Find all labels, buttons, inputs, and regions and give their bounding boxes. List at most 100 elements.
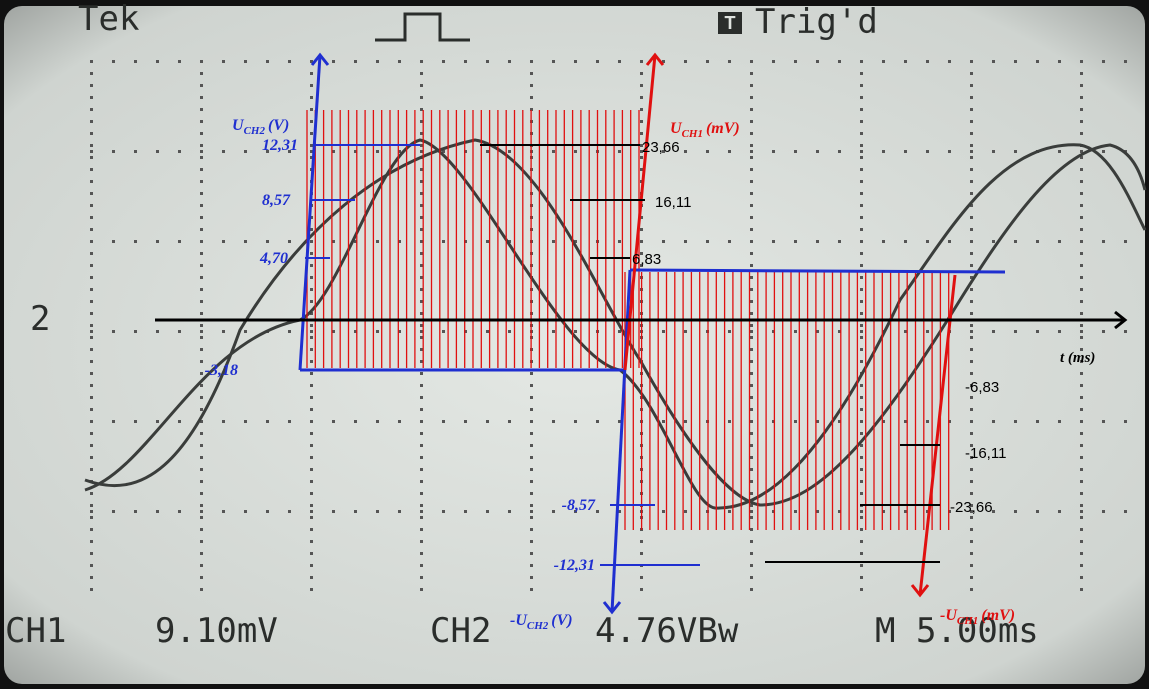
grid-dot bbox=[310, 384, 313, 387]
grid-dot bbox=[530, 510, 533, 513]
grid-dot bbox=[1080, 492, 1083, 495]
grid-dot bbox=[90, 132, 93, 135]
grid-dot bbox=[618, 420, 621, 423]
grid-dot bbox=[552, 330, 555, 333]
grid-dot bbox=[310, 276, 313, 279]
grid-dot bbox=[310, 576, 313, 579]
grid-dot bbox=[926, 330, 929, 333]
grid-dot bbox=[1102, 240, 1105, 243]
grid-dot bbox=[1080, 84, 1083, 87]
grid-dot bbox=[420, 516, 423, 519]
grid-dot bbox=[354, 330, 357, 333]
grid-dot bbox=[1080, 408, 1083, 411]
grid-dot bbox=[90, 444, 93, 447]
grid-dot bbox=[310, 312, 313, 315]
ch1-level-label: 23,66 bbox=[642, 139, 680, 156]
grid-dot bbox=[90, 192, 93, 195]
ch2-scale: 4.76VBw bbox=[595, 611, 739, 651]
grid-dot bbox=[750, 372, 753, 375]
grid-dot bbox=[618, 150, 621, 153]
grid-dot bbox=[860, 330, 863, 333]
grid-dot bbox=[970, 432, 973, 435]
grid-dot bbox=[552, 150, 555, 153]
grid-dot bbox=[750, 444, 753, 447]
grid-dot bbox=[860, 132, 863, 135]
grid-dot bbox=[354, 150, 357, 153]
grid-dot bbox=[508, 150, 511, 153]
grid-dot bbox=[618, 60, 621, 63]
grid-dot bbox=[574, 60, 577, 63]
grid-dot bbox=[574, 330, 577, 333]
grid-dot bbox=[970, 384, 973, 387]
grid-dot bbox=[970, 444, 973, 447]
grid-dot bbox=[904, 420, 907, 423]
grid-dot bbox=[420, 240, 423, 243]
grid-dot bbox=[178, 60, 181, 63]
grid-dot bbox=[640, 240, 643, 243]
grid-dot bbox=[420, 588, 423, 591]
grid-dot bbox=[508, 240, 511, 243]
grid-dot bbox=[750, 360, 753, 363]
grid-dot bbox=[970, 456, 973, 459]
grid-dot bbox=[420, 84, 423, 87]
grid-dot bbox=[266, 60, 269, 63]
grid-dot bbox=[750, 168, 753, 171]
grid-dot bbox=[1080, 504, 1083, 507]
grid-dot bbox=[750, 540, 753, 543]
grid-dot bbox=[750, 384, 753, 387]
grid-dot bbox=[860, 72, 863, 75]
grid-dot bbox=[1080, 480, 1083, 483]
grid-dot bbox=[1124, 240, 1127, 243]
grid-dot bbox=[310, 432, 313, 435]
grid-dot bbox=[1080, 552, 1083, 555]
axis-subscript: CH2 bbox=[527, 620, 549, 632]
grid-dot bbox=[750, 492, 753, 495]
grid-dot bbox=[838, 420, 841, 423]
grid-dot bbox=[860, 480, 863, 483]
grid-dot bbox=[90, 312, 93, 315]
grid-dot bbox=[310, 108, 313, 111]
grid-dot bbox=[244, 150, 247, 153]
grid-dot bbox=[596, 420, 599, 423]
ch2-level-label: -12,31 bbox=[554, 557, 595, 574]
grid-dot bbox=[970, 192, 973, 195]
grid-dot bbox=[420, 264, 423, 267]
ch2-level-label: 4,70 bbox=[259, 250, 288, 267]
grid-dot bbox=[860, 192, 863, 195]
grid-dot bbox=[1080, 384, 1083, 387]
grid-dot bbox=[90, 504, 93, 507]
grid-dot bbox=[310, 252, 313, 255]
grid-dot bbox=[222, 240, 225, 243]
grid-dot bbox=[90, 396, 93, 399]
grid-dot bbox=[288, 330, 291, 333]
grid-dot bbox=[706, 240, 709, 243]
grid-dot bbox=[750, 216, 753, 219]
grid-dot bbox=[90, 468, 93, 471]
grid-dot bbox=[222, 60, 225, 63]
grid-dot bbox=[420, 228, 423, 231]
grid-dot bbox=[200, 96, 203, 99]
grid-dot bbox=[530, 576, 533, 579]
grid-dot bbox=[750, 504, 753, 507]
grid-dot bbox=[970, 540, 973, 543]
grid-dot bbox=[860, 240, 863, 243]
grid-dot bbox=[398, 240, 401, 243]
grid-dot bbox=[860, 312, 863, 315]
grid-dot bbox=[640, 552, 643, 555]
grid-dot bbox=[1080, 396, 1083, 399]
grid-dot bbox=[860, 156, 863, 159]
grid-dot bbox=[750, 144, 753, 147]
grid-dot bbox=[90, 168, 93, 171]
grid-dot bbox=[904, 240, 907, 243]
grid-dot bbox=[112, 240, 115, 243]
grid-dot bbox=[200, 504, 203, 507]
grid-dot bbox=[970, 132, 973, 135]
axis-label: UCH2 (V) bbox=[232, 117, 289, 137]
grid-dot bbox=[200, 192, 203, 195]
axis-label: UCH1 (mV) bbox=[670, 120, 740, 140]
grid-dot bbox=[860, 288, 863, 291]
grid-dot bbox=[706, 150, 709, 153]
ch1-axis-lower bbox=[918, 274, 957, 596]
grid-dot bbox=[816, 240, 819, 243]
grid-dot bbox=[860, 588, 863, 591]
